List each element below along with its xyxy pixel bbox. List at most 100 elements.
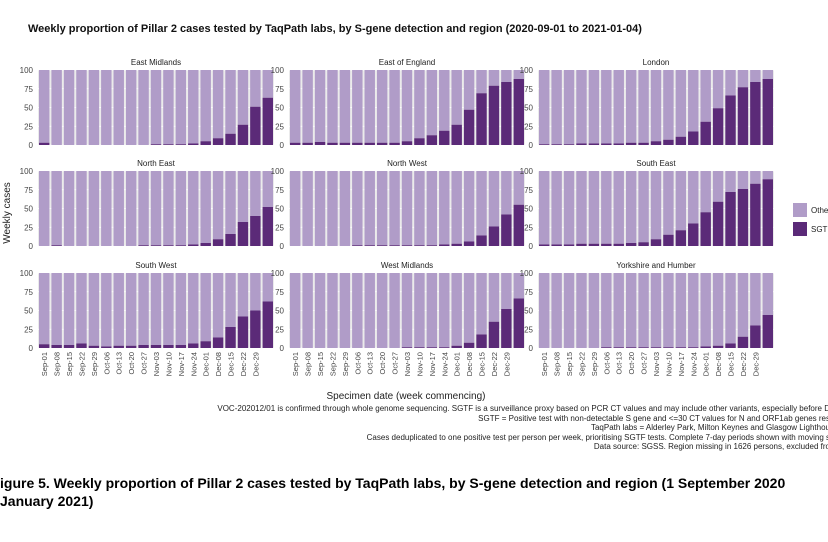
bar-sgtf [576, 143, 587, 145]
x-tick-label: Dec-15 [478, 352, 487, 376]
x-tick-label: Oct-06 [102, 352, 111, 375]
bar-other [725, 273, 736, 344]
bar-other [613, 70, 624, 144]
note-line: Data source: SGSS. Region missing in 162… [593, 442, 828, 452]
y-tick-label: 25 [24, 122, 33, 131]
bar-other [737, 171, 749, 189]
bar-other [488, 70, 500, 86]
panel-title: East Midlands [131, 58, 181, 67]
x-tick-label: Nov-24 [189, 352, 198, 376]
bar-sgtf [538, 144, 550, 145]
y-tick-label: 0 [529, 344, 534, 353]
bar-sgtf [625, 347, 637, 348]
bar-other [663, 171, 674, 235]
bar-other [712, 273, 724, 346]
bar-other [289, 171, 301, 246]
bar-sgtf [51, 245, 62, 246]
y-tick-label: 0 [280, 344, 285, 353]
y-tick-label: 0 [29, 242, 34, 251]
bar-other [250, 171, 261, 216]
bar-sgtf [439, 244, 450, 246]
bar-sgtf [389, 142, 400, 145]
bar-other [51, 70, 62, 145]
bar-sgtf [463, 342, 475, 348]
y-tick-label: 50 [275, 104, 284, 113]
bar-sgtf [175, 144, 187, 145]
x-tick-label: Dec-15 [727, 352, 736, 376]
bar-other [376, 273, 388, 348]
bar-sgtf [688, 131, 699, 145]
bar-other [712, 171, 724, 202]
y-axis-title: Weekly cases [2, 182, 13, 244]
bar-sgtf [113, 345, 124, 348]
x-tick-label: Sep-01 [40, 352, 49, 376]
x-tick-label: Dec-01 [702, 352, 711, 376]
bar-other [76, 273, 87, 344]
bar-other [302, 273, 313, 348]
bar-sgtf [250, 310, 261, 348]
bar-sgtf [737, 336, 749, 348]
bar-other [675, 273, 687, 348]
bar-other [339, 171, 351, 246]
bar-sgtf [725, 343, 736, 348]
panel-title: East of England [379, 58, 435, 67]
panel-title: North East [137, 159, 176, 168]
y-tick-label: 100 [520, 269, 534, 278]
bar-other [125, 171, 137, 246]
x-tick-label: Dec-08 [714, 352, 723, 376]
y-tick-label: 75 [275, 288, 284, 297]
bar-other [302, 70, 313, 143]
bar-sgtf [762, 315, 774, 348]
bar-sgtf [663, 347, 674, 348]
bar-other [314, 273, 326, 348]
bar-other [538, 171, 550, 245]
bar-other [737, 70, 749, 88]
y-tick-label: 0 [529, 242, 534, 251]
bar-other [88, 70, 100, 145]
bar-sgtf [150, 345, 162, 348]
bar-other [262, 70, 274, 98]
bar-other [650, 70, 662, 142]
bar-sgtf [352, 142, 363, 145]
bar-other [476, 70, 487, 94]
bar-sgtf [675, 230, 687, 246]
bar-sgtf [175, 245, 187, 246]
note-line: TaqPath labs = Alderley Park, Milton Key… [590, 423, 828, 433]
bar-sgtf [663, 234, 674, 246]
x-tick-label: Sep-22 [577, 352, 586, 376]
bar-other [200, 171, 211, 243]
bar-sgtf [762, 79, 774, 145]
legend-label: SGTF [811, 225, 828, 234]
x-tick-label: Oct-27 [391, 352, 400, 375]
y-tick-label: 75 [524, 186, 533, 195]
bar-other [389, 273, 400, 348]
y-tick-label: 0 [529, 141, 534, 150]
bar-other [101, 273, 112, 347]
bar-sgtf [576, 243, 587, 246]
legend-label: Othe [811, 206, 828, 215]
bar-sgtf [700, 212, 711, 246]
bar-sgtf [200, 341, 211, 348]
bar-sgtf [476, 93, 487, 145]
x-tick-label: Nov-03 [403, 352, 412, 376]
bar-other [38, 70, 50, 143]
bar-other [401, 70, 413, 142]
bar-sgtf [463, 109, 475, 145]
bar-other [163, 273, 174, 345]
bar-other [113, 171, 124, 246]
bar-sgtf [262, 207, 274, 246]
y-tick-label: 25 [275, 325, 284, 334]
bar-sgtf [125, 345, 137, 348]
bar-sgtf [339, 142, 351, 145]
bar-sgtf [150, 144, 162, 145]
bar-other [200, 70, 211, 142]
bar-sgtf [762, 179, 774, 246]
bar-sgtf [501, 82, 512, 145]
bar-sgtf [225, 133, 236, 145]
x-tick-label: Dec-29 [502, 352, 511, 376]
bar-other [352, 273, 363, 348]
bar-other [688, 273, 699, 348]
y-tick-label: 25 [275, 223, 284, 232]
bar-other [551, 273, 562, 348]
bar-other [663, 273, 674, 348]
